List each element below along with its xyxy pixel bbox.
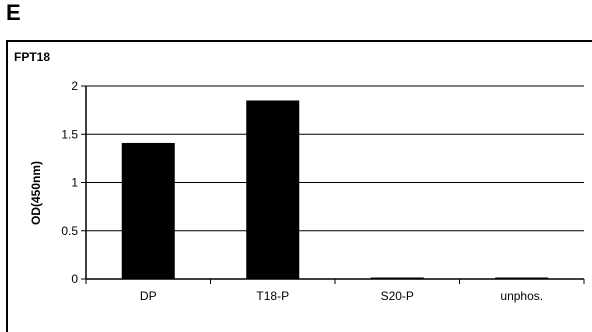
x-ticks: DP T18-P S20-P unphos.: [85, 279, 585, 303]
x-tick-label: S20-P: [381, 289, 414, 303]
y-axis-label: OD(450nm): [29, 161, 43, 225]
chart-frame: [6, 40, 592, 332]
y-tick-label: 0: [71, 272, 78, 286]
bar-dp: [121, 142, 175, 279]
bar-t18-p: [246, 100, 300, 279]
y-tick-label: 1.5: [61, 127, 78, 141]
x-tick-label: T18-P: [256, 289, 289, 303]
y-ticks: 0 0.5 1 1.5 2: [61, 79, 86, 286]
bars: [121, 100, 549, 279]
y-tick-label: 0.5: [61, 224, 78, 238]
x-tick-label: DP: [140, 289, 157, 303]
y-tick-label: 2: [71, 79, 78, 93]
panel-letter: E: [6, 0, 21, 25]
y-tick-label: 1: [71, 176, 78, 190]
x-tick-label: unphos.: [500, 289, 543, 303]
chart-title: FPT18: [14, 50, 50, 64]
